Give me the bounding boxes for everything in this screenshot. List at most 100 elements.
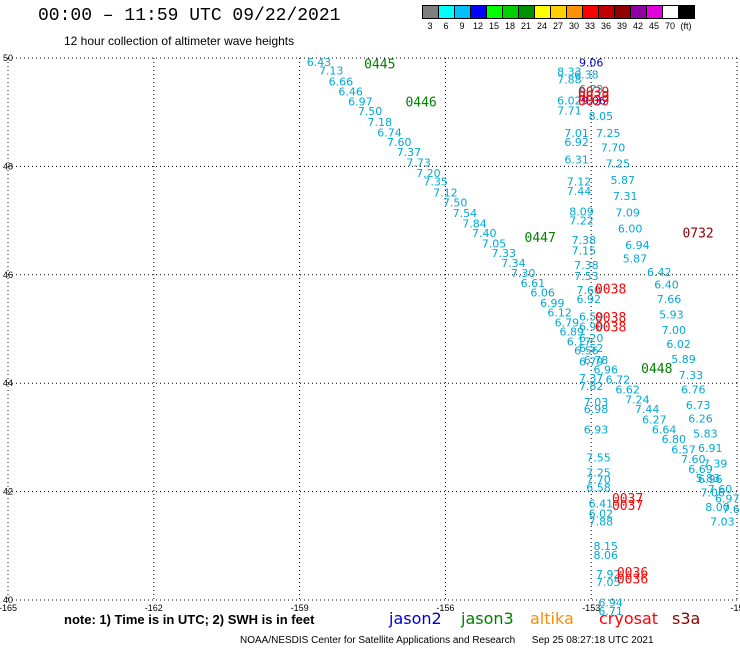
swh-point-label: 6.31 (564, 153, 589, 166)
swh-point-label: 7.12 (567, 176, 592, 189)
swh-point-label: 7.44 (567, 185, 592, 198)
swh-point-label: 7.09 (615, 206, 640, 219)
x-tick-label: -153 (582, 603, 600, 613)
swh-point-label: 7.44 (635, 403, 660, 416)
swh-point-label: 5.89 (671, 353, 696, 366)
pass-number-label: 0732 (682, 227, 713, 242)
swh-point-label: 7.34 (501, 257, 526, 270)
y-tick-label: 42 (3, 487, 13, 497)
swh-point-label: 6.96 (594, 364, 619, 377)
swh-point-label: 7.66 (657, 293, 682, 306)
colorbar-label: 15 (488, 21, 499, 31)
swh-point-label: 9.06 (579, 56, 604, 69)
pass-number-label: 0037 (612, 499, 643, 514)
swh-point-label: 6.96 (698, 473, 723, 486)
swh-point-label: 5.87 (611, 174, 636, 187)
pass-number-label: 0039 (578, 94, 609, 109)
swh-point-label: 8.06 (594, 549, 619, 562)
swh-point-label: 7.60 (708, 483, 733, 496)
swh-point-label: 7.70 (601, 141, 626, 154)
swh-point-label: 6.58 (586, 481, 611, 494)
swh-point-label: 7.38 (574, 259, 599, 272)
swh-point-label: 7.92 (596, 568, 621, 581)
swh-point-label: 7.31 (613, 190, 638, 203)
colorbar-label: 24 (536, 21, 547, 31)
swh-point-label: 7.22 (569, 215, 594, 228)
swh-point-label: 7.05 (596, 576, 621, 589)
x-tick-label: -15 (730, 603, 740, 613)
footer-note: note: 1) Time is in UTC; 2) SWH is in fe… (64, 612, 315, 627)
pass-number-label: 0039 (578, 90, 609, 105)
swh-point-label: 6.78 (584, 354, 609, 367)
swh-point-label: 7.18 (368, 116, 393, 129)
swh-point-label: 6.90 (579, 320, 604, 333)
swh-point-label: 7.37 (579, 372, 604, 385)
legend-jason3: jason3 (461, 609, 514, 628)
swh-point-label: 7.01 (564, 127, 589, 140)
swh-point-label: 7.15 (572, 244, 597, 257)
colorbar-label: 6 (443, 21, 449, 31)
swh-point-label: 6.41 (589, 498, 614, 511)
swh-point-label: 7.13 (319, 64, 344, 77)
swh-point-label: 6.27 (642, 414, 667, 427)
y-tick-label: 48 (3, 161, 13, 171)
colorbar-label: 27 (552, 21, 563, 31)
chart-subtitle: 12 hour collection of altimeter wave hei… (64, 34, 295, 48)
swh-point-label: 7.73 (406, 157, 431, 170)
swh-point-label: 7.60 (387, 136, 412, 149)
swh-point-label: 7.24 (625, 393, 650, 406)
swh-point-label: 6.98 (584, 403, 609, 416)
x-tick-label: -165 (0, 603, 17, 613)
pass-number-label: 0038 (595, 320, 626, 335)
x-tick-label: -162 (145, 603, 163, 613)
colorbar-label: 39 (616, 21, 627, 31)
swh-point-label: 6.06 (530, 287, 555, 300)
swh-point-label: 6.56 (574, 345, 599, 358)
swh-point-label: 7.25 (586, 467, 611, 480)
pass-number-label: 0038 (595, 282, 626, 297)
colorbar-label: 30 (568, 21, 579, 31)
swh-point-label: 8.00 (705, 501, 730, 514)
swh-point-label: 6.94 (625, 239, 650, 252)
swh-point-label: 6.02 (666, 338, 691, 351)
swh-point-label: 6.12 (547, 307, 572, 320)
swh-point-label: 6.92 (577, 293, 602, 306)
x-tick-label: -156 (436, 603, 454, 613)
swh-point-label: 6.20 (579, 332, 604, 345)
swh-point-label: 6.57 (671, 443, 696, 456)
swh-point-label: 6.00 (618, 223, 643, 236)
swh-point-label: 6.02 (557, 94, 582, 107)
colorbar-label: 42 (632, 21, 643, 31)
legend-cryosat: cryosat (599, 609, 659, 628)
swh-point-label: 7.39 (703, 457, 728, 470)
swh-point-label: 7.50 (358, 105, 383, 118)
x-tick-label: -159 (291, 603, 309, 613)
swh-point-label: 6.97 (715, 493, 740, 506)
swh-point-label: 8.05 (589, 110, 614, 123)
legend-jason2: jason2 (389, 609, 442, 628)
swh-point-label: 7.55 (586, 451, 611, 464)
swh-point-label: 5.83 (696, 472, 721, 485)
swh-point-label: 8.15 (594, 540, 619, 553)
swh-point-label: 7.30 (511, 267, 536, 280)
y-tick-label: 46 (3, 270, 13, 280)
pass-number-label: 0446 (405, 95, 436, 110)
swh-point-label: 6.97 (348, 95, 373, 108)
swh-point-label: 7.25 (596, 127, 621, 140)
swh-point-label: 6.79 (579, 356, 604, 369)
swh-point-label: 6.94 (598, 597, 623, 610)
swh-point-label: 7.88 (557, 74, 582, 87)
swh-point-label: 6.61 (521, 277, 546, 290)
pass-number-label: 0038 (595, 311, 626, 326)
swh-point-label: 7.33 (491, 247, 516, 260)
swh-point-label: 7.25 (606, 158, 631, 171)
swh-point-label: 7.60 (577, 284, 602, 297)
swh-point-label: 7.05 (482, 237, 507, 250)
colorbar-label: 33 (584, 21, 595, 31)
swh-point-label: 7.38 (572, 234, 597, 247)
swh-point-label: 6.43 (307, 56, 332, 69)
swh-point-label: 7.00 (662, 324, 687, 337)
swh-point-label: 6.40 (654, 279, 679, 292)
